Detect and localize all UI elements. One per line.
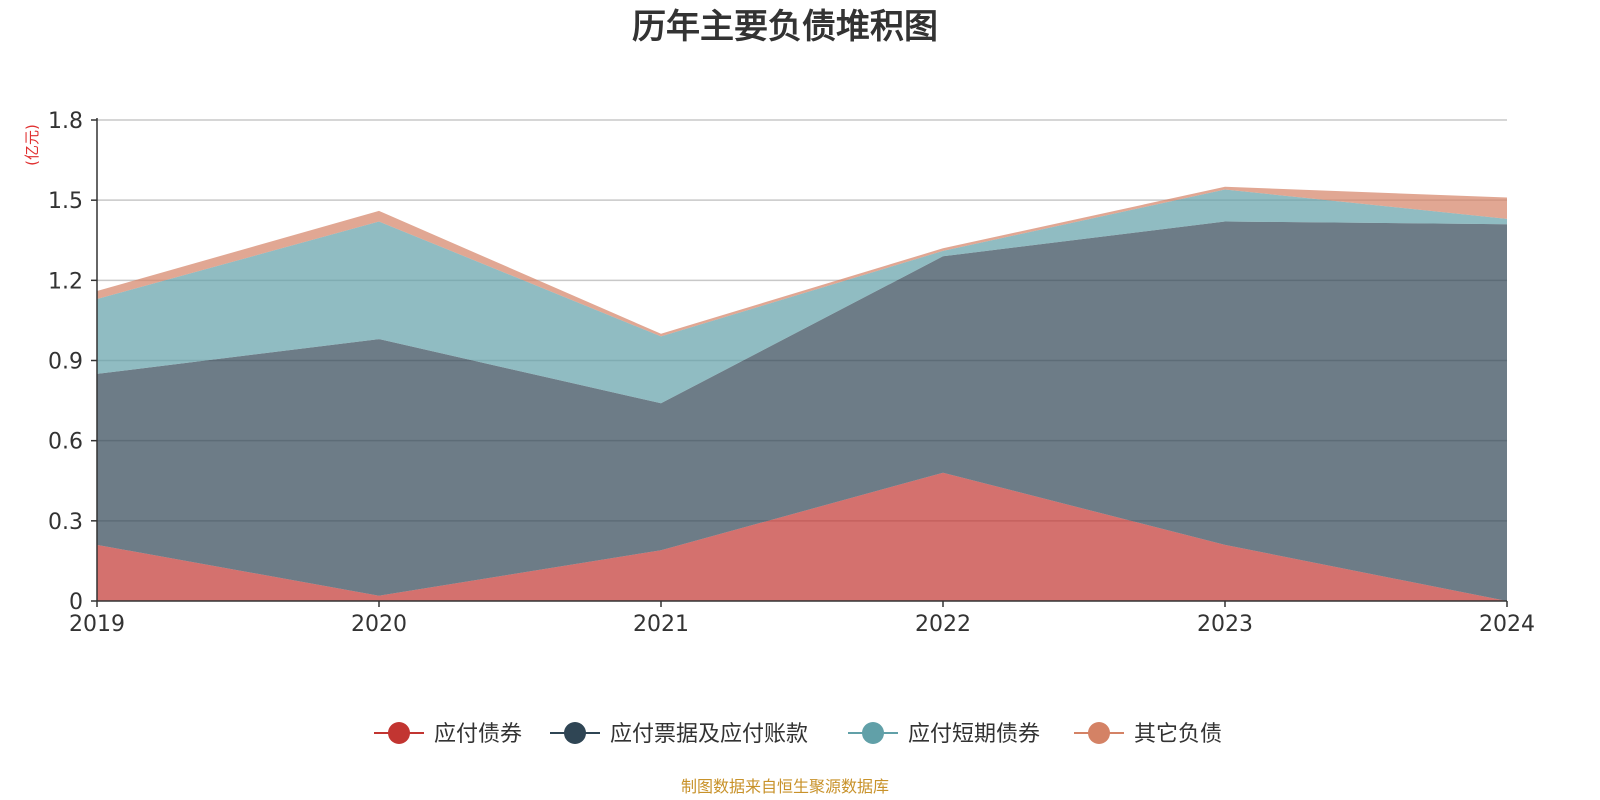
source-note: 制图数据来自恒生聚源数据库	[681, 777, 889, 796]
area-series	[97, 186, 1507, 601]
x-tick-label: 2020	[351, 612, 407, 637]
area-series-2	[97, 221, 1507, 601]
legend-item[interactable]: 其它负债	[1074, 722, 1222, 747]
y-tick-label: 1.5	[48, 189, 83, 214]
y-axis-unit: (亿元)	[23, 124, 41, 166]
legend-marker-icon	[1088, 722, 1110, 744]
legend-marker-icon	[862, 722, 884, 744]
legend: 应付债券 应付票据及应付账款 应付短期债券 其它负债	[374, 722, 1222, 747]
area-series-4	[97, 186, 1507, 337]
legend-label: 应付票据及应付账款	[610, 722, 808, 747]
area-series-1	[97, 472, 1507, 601]
y-tick-label: 0.6	[48, 430, 83, 455]
legend-item[interactable]: 应付债券	[374, 722, 522, 747]
legend-marker-icon	[564, 722, 586, 744]
axes: 0 0.3 0.6 0.9 1.2 1.5 1.8 2019 2020 2021 2022 2023 2…	[48, 109, 1535, 637]
chart-title: 历年主要负债堆积图	[632, 7, 938, 47]
y-tick-label: 0.9	[48, 350, 83, 375]
y-tick-label: 1.8	[48, 109, 83, 134]
legend-label: 应付短期债券	[908, 722, 1040, 747]
x-tick-label: 2019	[69, 612, 125, 637]
y-tick-label: 1.2	[48, 269, 83, 294]
y-tick-label: 0.3	[48, 510, 83, 535]
legend-marker-icon	[388, 722, 410, 744]
x-tick-label: 2021	[633, 612, 689, 637]
legend-item[interactable]: 应付短期债券	[848, 722, 1040, 747]
legend-label: 其它负债	[1134, 722, 1222, 747]
y-tick-label: 0	[69, 590, 83, 615]
x-tick-label: 2024	[1479, 612, 1535, 637]
legend-item[interactable]: 应付票据及应付账款	[550, 722, 808, 747]
area-series-3	[97, 189, 1507, 404]
x-tick-label: 2022	[915, 612, 971, 637]
legend-label: 应付债券	[434, 722, 522, 747]
x-tick-label: 2023	[1197, 612, 1253, 637]
